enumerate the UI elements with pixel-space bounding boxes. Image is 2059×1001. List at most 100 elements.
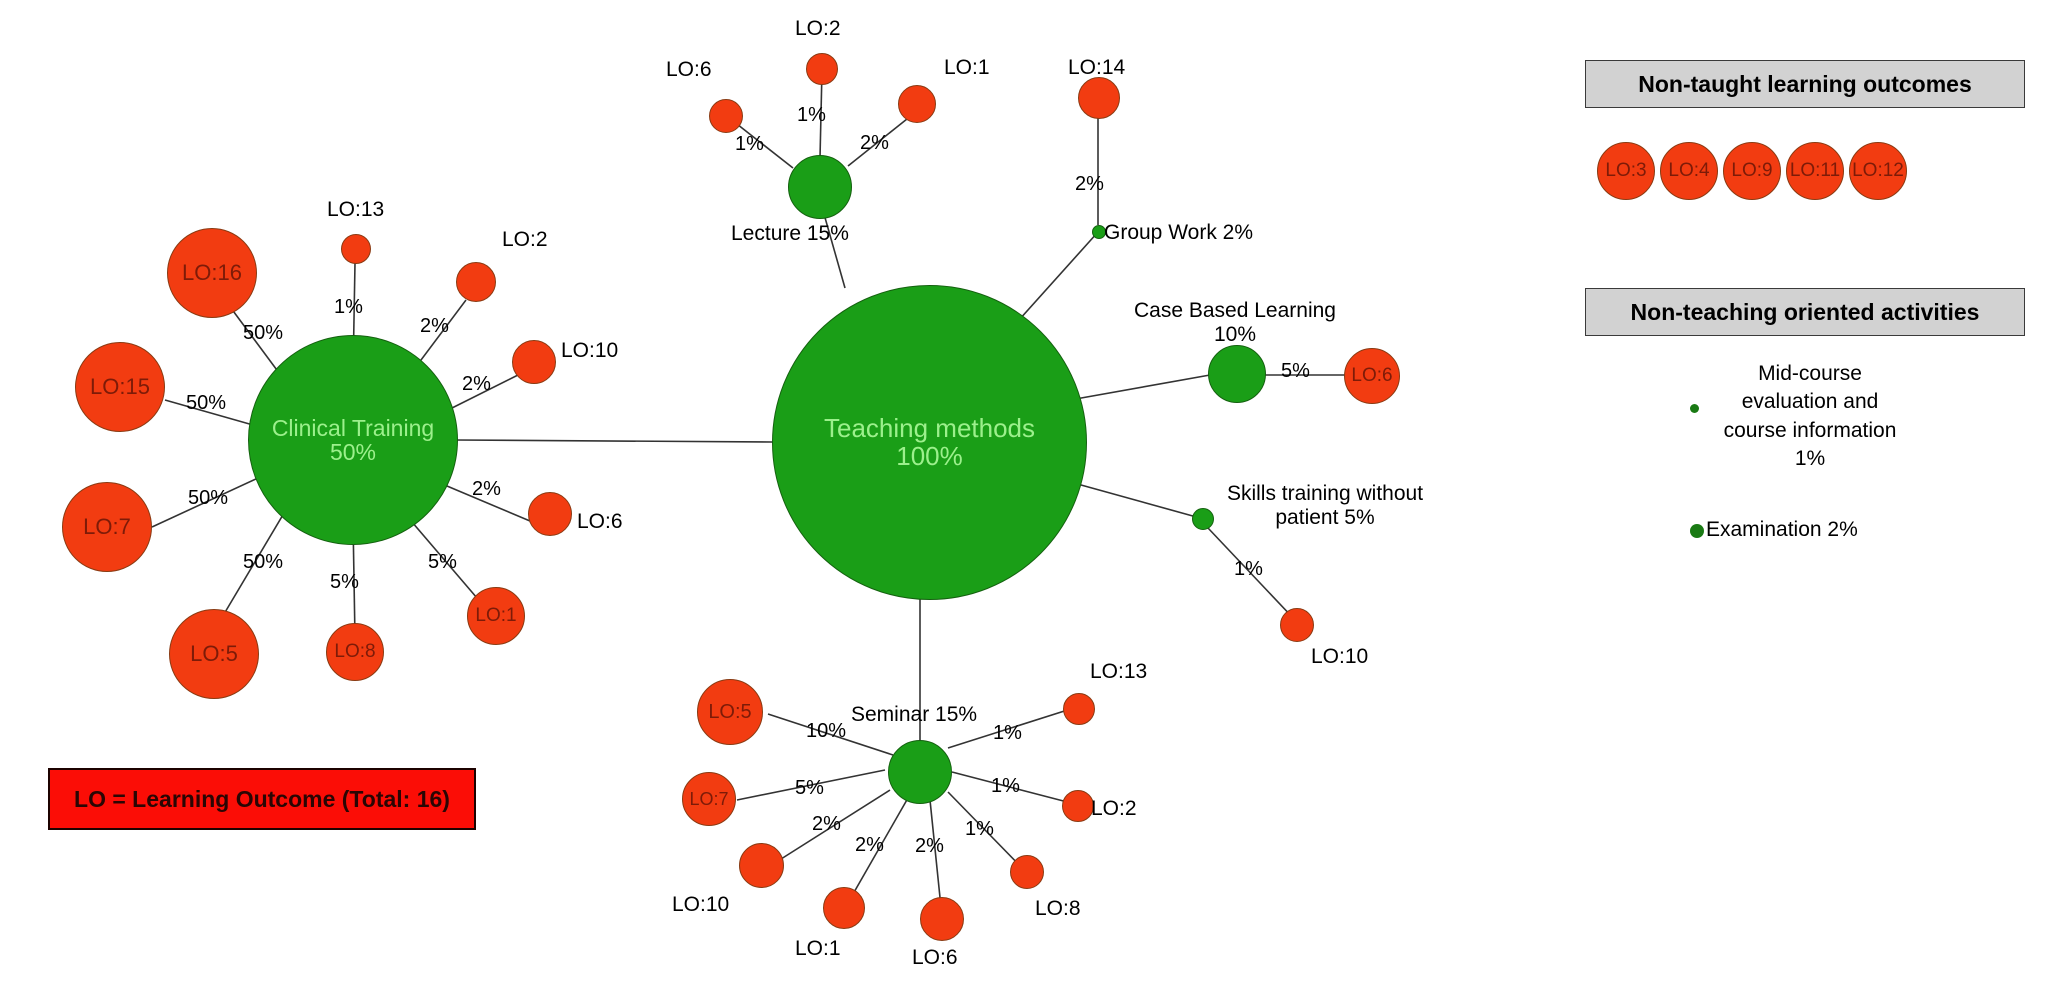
- node-lo10-skills[interactable]: [1280, 608, 1314, 642]
- center-label-line2: 100%: [896, 440, 963, 471]
- lo5-seminar-label: LO:5: [708, 700, 752, 723]
- skills-line1: Skills training without: [1226, 482, 1424, 505]
- midcourse-line3: course information: [1723, 418, 1897, 442]
- pct-sem-lo13: 1%: [993, 722, 1022, 744]
- node-lo10-seminar[interactable]: [739, 843, 784, 888]
- lo14-groupwork-label: LO:14: [1068, 56, 1126, 79]
- edge-center-casebased: [1069, 374, 1211, 401]
- panel-non-teaching-header: Non-teaching oriented activities: [1585, 288, 2025, 336]
- node-teaching-methods[interactable]: Teaching methods 100%: [772, 285, 1087, 600]
- node-lo2-clinical[interactable]: [456, 262, 496, 302]
- pct-ct-lo16: 50%: [243, 322, 284, 344]
- node-clinical-training[interactable]: Clinical Training 50%: [248, 335, 458, 545]
- node-lo8-clinical[interactable]: LO:8: [326, 623, 384, 681]
- node-lo1-seminar[interactable]: [823, 887, 865, 929]
- pct-sem-lo1: 2%: [855, 834, 884, 856]
- edge-center-clinical: [454, 439, 773, 443]
- node-lo6-seminar[interactable]: [920, 897, 964, 941]
- pct-sem-lo10: 2%: [812, 813, 841, 835]
- node-lo6-clinical[interactable]: [528, 492, 572, 536]
- node-lo1-clinical[interactable]: LO:1: [467, 587, 525, 645]
- node-lo5-seminar[interactable]: LO:5: [697, 679, 763, 745]
- node-lo5-clinical[interactable]: LO:5: [169, 609, 259, 699]
- legend-node-lo4[interactable]: LO:4: [1660, 142, 1718, 200]
- pct-gw-lo14: 2%: [1075, 173, 1104, 195]
- midcourse-line4: 1%: [1794, 447, 1826, 471]
- pct-st-lo10: 1%: [1234, 558, 1263, 580]
- node-lo13-seminar[interactable]: [1063, 693, 1095, 725]
- node-lo7-seminar[interactable]: LO:7: [682, 772, 736, 826]
- pct-sem-lo6: 2%: [915, 835, 944, 857]
- panel-non-teaching-title: Non-teaching oriented activities: [1630, 298, 1980, 325]
- lo2-clinical-label: LO:2: [502, 228, 548, 251]
- node-lo14-groupwork[interactable]: [1078, 77, 1120, 119]
- node-lo6-lecture[interactable]: [709, 99, 743, 133]
- pct-sem-lo7: 5%: [795, 777, 824, 799]
- node-skills-training[interactable]: [1192, 508, 1214, 530]
- pct-ct-lo10: 2%: [462, 373, 491, 395]
- lecture-label: Lecture 15%: [731, 222, 849, 245]
- pct-ct-lo5: 50%: [243, 551, 284, 573]
- lo-legend-box: LO = Learning Outcome (Total: 16): [48, 768, 476, 830]
- node-lo2-seminar[interactable]: [1062, 790, 1094, 822]
- pct-ct-lo7: 50%: [188, 487, 229, 509]
- node-lo15-clinical[interactable]: LO:15: [75, 342, 165, 432]
- pct-sem-lo2: 1%: [991, 775, 1020, 797]
- node-case-based-learning[interactable]: [1208, 345, 1266, 403]
- edge-center-groupwork: [1009, 231, 1099, 331]
- pct-ct-lo2: 2%: [420, 315, 449, 337]
- midcourse-line1: Mid-course: [1758, 362, 1862, 385]
- node-lecture[interactable]: [788, 155, 852, 219]
- legend-lo3-label: LO:3: [1605, 160, 1647, 182]
- node-lo7-clinical[interactable]: LO:7: [62, 482, 152, 572]
- lo8-clinical-label: LO:8: [334, 641, 376, 663]
- legend-node-lo9[interactable]: LO:9: [1723, 142, 1781, 200]
- case-based-learning-label: Case Based Learning 10%: [1115, 299, 1355, 346]
- node-lo13-clinical[interactable]: [341, 234, 371, 264]
- case-based-line2: 10%: [1213, 322, 1257, 346]
- lo15-label: LO:15: [90, 374, 150, 400]
- lo1-clinical-label: LO:1: [475, 605, 517, 627]
- pct-lec-lo2: 1%: [797, 104, 826, 126]
- center-label-line1: Teaching methods: [823, 413, 1036, 444]
- lo2-lecture-label: LO:2: [795, 17, 841, 40]
- edge-lec-lo1: [847, 114, 913, 167]
- legend-lo11-label: LO:11: [1789, 160, 1841, 182]
- legend-node-lo12[interactable]: LO:12: [1849, 142, 1907, 200]
- edge-ct-lo7: [151, 477, 259, 528]
- examination-bullet-icon: [1690, 524, 1704, 538]
- legend-node-lo3[interactable]: LO:3: [1597, 142, 1655, 200]
- node-seminar[interactable]: [888, 740, 952, 804]
- lo7-clinical-label: LO:7: [83, 514, 131, 540]
- node-lo16-clinical[interactable]: LO:16: [167, 228, 257, 318]
- lo8-seminar-label: LO:8: [1035, 897, 1081, 920]
- node-lo2-lecture[interactable]: [806, 53, 838, 85]
- panel-non-taught-header: Non-taught learning outcomes: [1585, 60, 2025, 108]
- pct-ct-lo1: 5%: [428, 551, 457, 573]
- lo10-clinical-label: LO:10: [561, 339, 619, 362]
- lo6-clinical-label: LO:6: [577, 510, 623, 533]
- lo6-lecture-label: LO:6: [666, 58, 712, 81]
- lo6-seminar-label: LO:6: [912, 946, 958, 969]
- node-lo8-seminar[interactable]: [1010, 855, 1044, 889]
- pct-ct-lo6: 2%: [472, 478, 501, 500]
- midcourse-line2: evaluation and: [1741, 390, 1879, 414]
- pct-ct-lo15: 50%: [186, 392, 227, 414]
- node-group-work[interactable]: [1092, 225, 1106, 239]
- midcourse-bullet-icon: [1690, 404, 1699, 413]
- lo5-clinical-label: LO:5: [190, 641, 238, 667]
- lo13-clinical-label: LO:13: [327, 198, 385, 221]
- examination-activity-label: Examination 2%: [1706, 518, 1858, 541]
- edge-sem-lo13: [947, 706, 1078, 749]
- node-lo10-clinical[interactable]: [512, 340, 556, 384]
- lo6-casebased-label: LO:6: [1351, 365, 1393, 387]
- pct-ct-lo13: 1%: [334, 296, 363, 318]
- seminar-label: Seminar 15%: [851, 703, 978, 726]
- lo7-seminar-label: LO:7: [689, 788, 729, 809]
- lo13-seminar-label: LO:13: [1090, 660, 1148, 683]
- legend-node-lo11[interactable]: LO:11: [1786, 142, 1844, 200]
- edge-sem-lo7: [736, 769, 886, 801]
- node-lo1-lecture[interactable]: [898, 85, 936, 123]
- legend-lo12-label: LO:12: [1852, 160, 1904, 182]
- node-lo6-casebased[interactable]: LO:6: [1344, 348, 1400, 404]
